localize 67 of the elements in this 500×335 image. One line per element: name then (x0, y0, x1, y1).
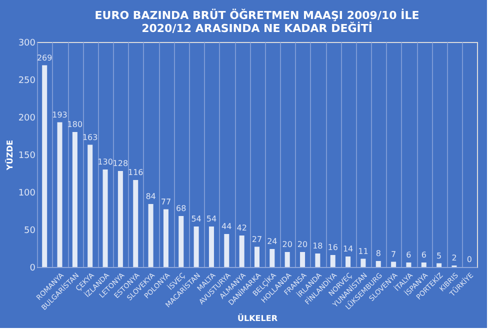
bar (178, 216, 184, 267)
data-label: 16 (328, 243, 338, 252)
data-label: 6 (406, 250, 412, 260)
data-label: 269 (36, 53, 52, 62)
data-label: 7 (391, 250, 396, 259)
bar (436, 263, 442, 267)
data-label: 193 (52, 110, 68, 120)
bar (315, 254, 320, 267)
bar (284, 252, 290, 267)
bar (254, 246, 260, 267)
bar (330, 255, 336, 267)
bar (148, 204, 154, 267)
y-tick-label: 200 (18, 114, 36, 124)
data-label: 14 (342, 244, 354, 254)
bar (270, 249, 275, 267)
x-axis-title: ÜLKELER (238, 313, 278, 324)
data-label: 5 (436, 251, 442, 260)
data-label: 20 (282, 240, 292, 249)
bar (57, 122, 62, 267)
text: 2020/12 ARASINDA NE KADAR DEĞİTİ (142, 22, 372, 35)
data-label: 44 (222, 222, 232, 231)
bar (72, 132, 78, 267)
bar (118, 171, 123, 267)
y-tick-label: 300 (18, 38, 36, 48)
data-label: 8 (376, 249, 381, 258)
data-label: 24 (267, 237, 278, 246)
data-label: 180 (67, 120, 83, 129)
data-label: 11 (358, 246, 368, 256)
y-tick-label: 250 (18, 76, 36, 86)
bar (133, 180, 138, 267)
bar (194, 226, 199, 267)
data-label: 130 (98, 158, 113, 166)
bar (88, 144, 93, 267)
data-label: 27 (252, 234, 262, 244)
y-tick-label: 50 (24, 226, 36, 236)
bar (42, 65, 48, 267)
y-tick-label: 0 (30, 264, 36, 274)
data-label: 77 (160, 197, 172, 206)
data-label: 0 (466, 255, 472, 264)
data-label: 6 (421, 250, 426, 260)
bar (346, 256, 351, 267)
text: EURO BAZINDA BRÜT ÖĞRETMEN MAAŞI 2009/10 İLE (94, 9, 420, 22)
bar (376, 261, 381, 267)
bar (102, 170, 108, 267)
data-label: 2 (452, 254, 457, 262)
bar (300, 252, 306, 267)
y-axis-title: YÜZDE (4, 140, 14, 172)
data-label: 54 (191, 214, 202, 224)
data-label: 54 (206, 214, 217, 224)
data-label: 163 (82, 132, 98, 142)
data-label: 128 (112, 159, 128, 168)
data-label: 42 (236, 224, 247, 232)
bar (360, 258, 366, 267)
data-label: 116 (128, 168, 144, 177)
bar (406, 262, 412, 267)
data-label: 20 (297, 240, 308, 249)
y-tick-label: 100 (18, 188, 36, 198)
data-label: 84 (146, 192, 156, 201)
data-label: 18 (312, 242, 323, 250)
bar (391, 262, 396, 267)
y-tick-label: 150 (18, 151, 36, 161)
bar (239, 236, 244, 267)
bar (163, 209, 168, 267)
bar (224, 234, 230, 267)
bar (208, 226, 214, 267)
bar (421, 262, 426, 267)
data-label: 68 (176, 204, 186, 213)
